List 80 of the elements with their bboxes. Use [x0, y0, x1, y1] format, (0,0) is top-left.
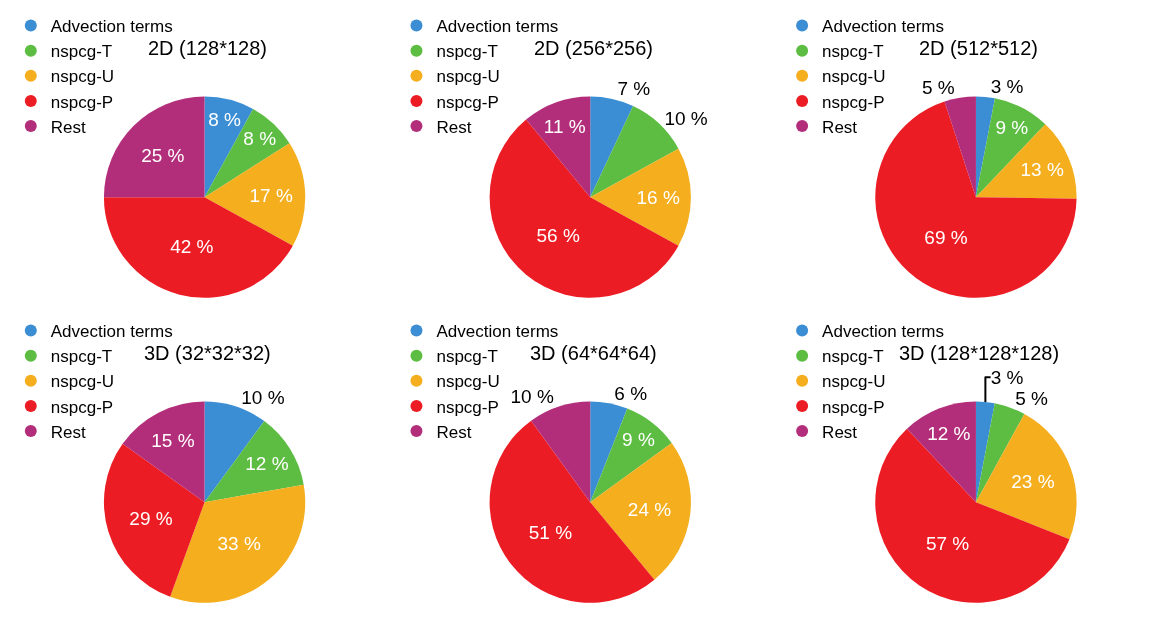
data-label: 10 % — [241, 386, 285, 408]
data-label: 16 % — [636, 186, 680, 208]
legend-label: nspcg-T — [50, 347, 113, 367]
data-label: 57 % — [925, 533, 970, 555]
data-label: 23 % — [1011, 471, 1055, 493]
legend-label: nspcg-U — [50, 372, 115, 392]
legend-label: Advection terms — [50, 322, 173, 342]
legend-label: nspcg-U — [822, 67, 886, 87]
data-label: 5 % — [1015, 387, 1049, 409]
legend-label: nspcg-U — [822, 372, 886, 392]
text: 2D (256*256) — [534, 37, 653, 59]
legend-label: Rest — [50, 422, 87, 442]
legend-label: Rest — [436, 422, 472, 442]
legend-label: Rest — [50, 117, 87, 137]
legend-label: nspcg-T — [436, 42, 498, 62]
legend-label: nspcg-P — [50, 397, 114, 417]
data-label: 8 % — [243, 127, 277, 149]
legend-label: Advection terms — [50, 17, 173, 37]
data-label: 15 % — [151, 430, 195, 452]
pie-slice — [204, 421, 304, 503]
data-label: 29 % — [129, 508, 173, 530]
pie-slice — [590, 148, 691, 246]
pie-slice — [590, 408, 672, 503]
legend-label: nspcg-T — [436, 347, 498, 367]
legend-label: nspcg-P — [436, 397, 499, 417]
data-label: 8 % — [208, 108, 242, 130]
legend-label: nspcg-P — [822, 397, 885, 417]
pie-slice — [944, 96, 976, 198]
data-label: 3 % — [990, 76, 1024, 98]
data-label: 6 % — [614, 382, 648, 404]
text: 3D (128*128*128) — [899, 342, 1060, 364]
legend-label: nspcg-T — [50, 42, 113, 62]
legend-label: nspcg-U — [50, 67, 115, 87]
data-label: 10 % — [510, 386, 554, 408]
pie-slice — [122, 401, 205, 503]
pie-slice — [907, 401, 976, 503]
data-label: 12 % — [927, 423, 971, 445]
text: 2D (128*128) — [148, 37, 267, 59]
text: 2D (512*512) — [919, 37, 1038, 59]
legend-label: Rest — [822, 422, 858, 442]
legend-label: nspcg-T — [822, 347, 884, 367]
data-label: 17 % — [249, 184, 293, 206]
legend-label: Rest — [822, 117, 858, 137]
legend-label: Advection terms — [436, 17, 559, 37]
data-label: 13 % — [1020, 158, 1064, 180]
pie-slice — [875, 428, 1070, 603]
pie-slice — [975, 413, 1077, 540]
legend-label: nspcg-P — [822, 92, 885, 112]
data-label: 24 % — [627, 499, 672, 521]
pie-slice — [590, 96, 634, 198]
legend-label: Advection terms — [822, 17, 945, 37]
text: 3D (64*64*64) — [530, 342, 657, 364]
data-label: 10 % — [664, 107, 708, 129]
pie-slice — [170, 484, 306, 603]
data-label: 9 % — [995, 116, 1029, 138]
data-label: 11 % — [543, 115, 586, 137]
text: 3D (32*32*32) — [144, 342, 271, 364]
data-label: 9 % — [622, 429, 655, 451]
data-label: 3 % — [990, 366, 1024, 388]
data-label: 56 % — [536, 225, 580, 247]
legend-label: Rest — [436, 117, 472, 137]
data-label: 69 % — [924, 227, 968, 249]
data-label: 33 % — [217, 532, 261, 554]
legend-label: Advection terms — [822, 322, 945, 342]
data-label: 51 % — [528, 522, 573, 544]
legend-label: nspcg-P — [436, 92, 499, 112]
data-label: 25 % — [141, 144, 185, 166]
pie-slice — [489, 420, 655, 603]
legend-label: nspcg-P — [50, 92, 114, 112]
legend-label: nspcg-U — [436, 372, 500, 392]
legend-label: nspcg-U — [436, 67, 500, 87]
data-label: 7 % — [617, 78, 651, 100]
data-label: 42 % — [170, 236, 214, 258]
pie-slice — [526, 96, 591, 198]
data-label: 12 % — [245, 452, 289, 474]
data-label: 5 % — [921, 77, 955, 99]
legend-label: nspcg-T — [822, 42, 884, 62]
pie-slice — [975, 98, 1046, 198]
legend-label: Advection terms — [436, 322, 559, 342]
pie-slice — [531, 401, 591, 503]
